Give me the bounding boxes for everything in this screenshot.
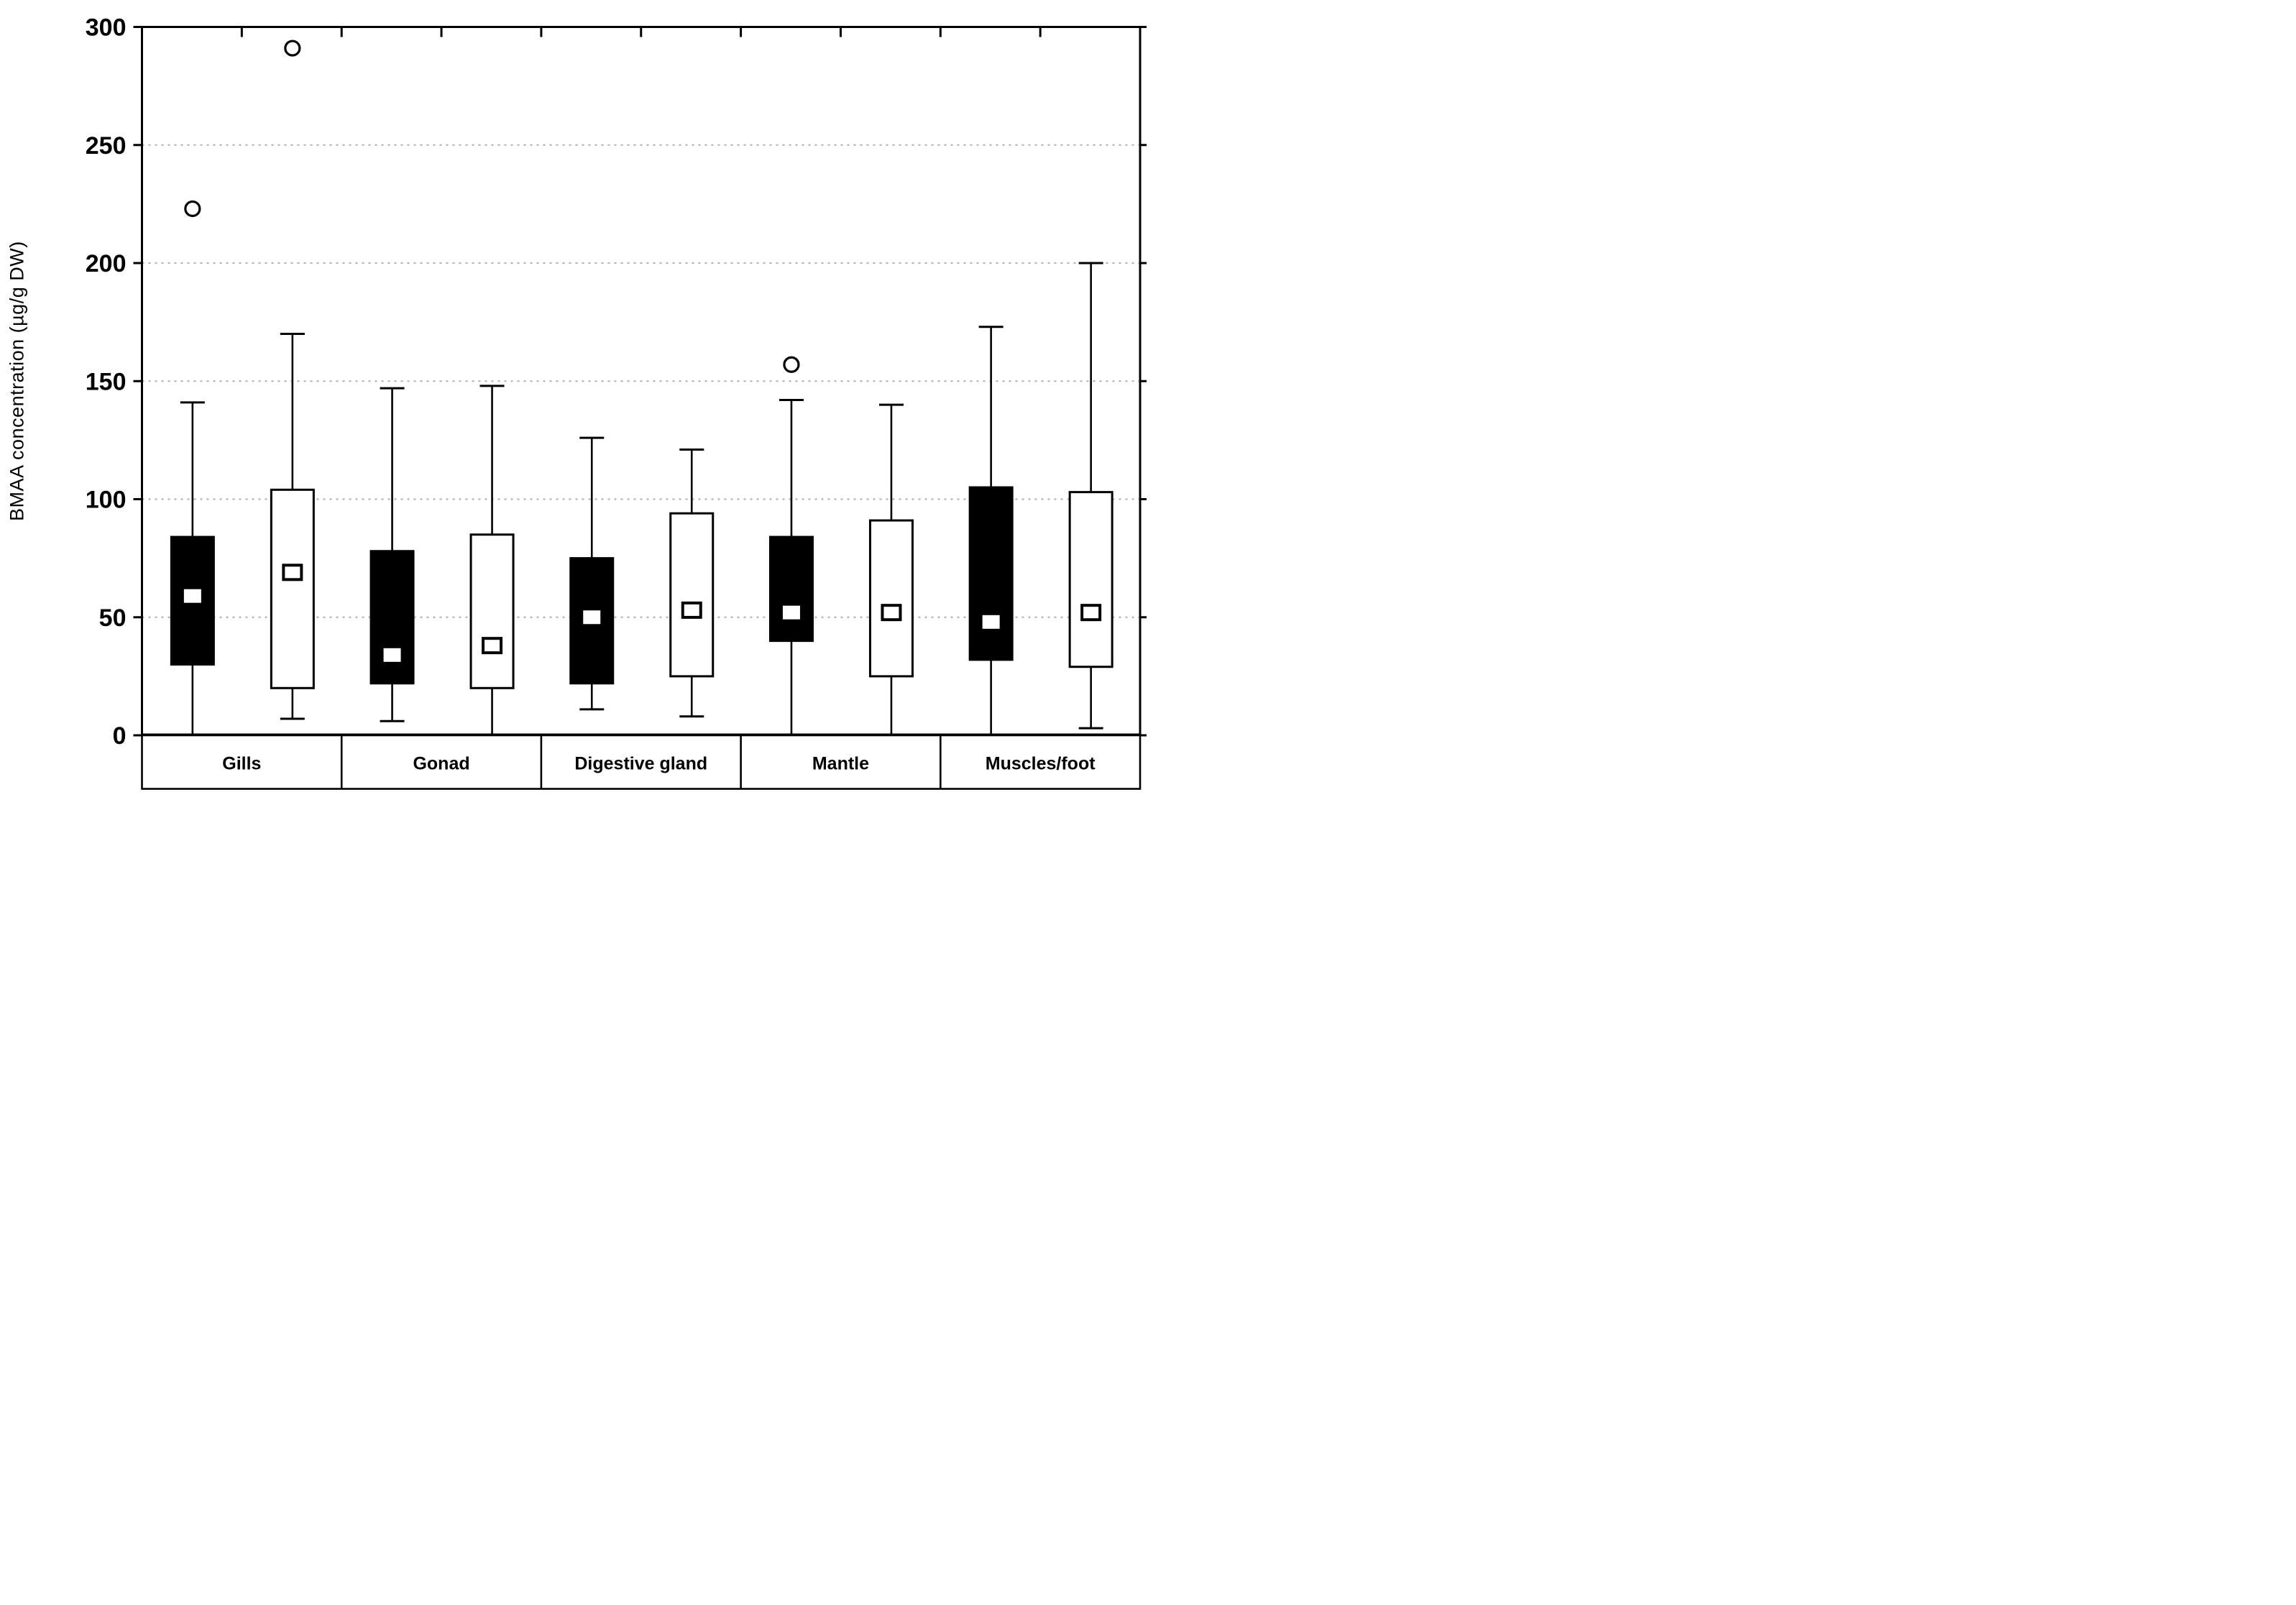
iqr-box bbox=[968, 486, 1014, 661]
median-marker bbox=[183, 589, 201, 603]
box-mantle-filled bbox=[768, 356, 814, 735]
box-gonad-filled bbox=[369, 387, 415, 722]
category-label-band: Gills Gonad Digestive gland Mantle Muscles/f… bbox=[141, 734, 1142, 790]
median-marker bbox=[1080, 604, 1102, 622]
median-marker bbox=[282, 564, 303, 581]
category-label-gonad: Gonad bbox=[413, 753, 469, 773]
outlier-marker bbox=[284, 40, 301, 57]
median-marker bbox=[383, 648, 401, 662]
iqr-box bbox=[768, 535, 814, 643]
box-gonad-open bbox=[469, 385, 515, 735]
y-tick-label-0: 0 bbox=[113, 722, 127, 750]
boxplot-figure: BMAA concentration (µg/g DW) 0 50 100 150 20… bbox=[0, 0, 1148, 802]
iqr-box bbox=[469, 533, 515, 689]
iqr-box bbox=[1068, 491, 1113, 668]
box-gills-filled bbox=[170, 200, 215, 735]
y-tick-label-50: 50 bbox=[99, 604, 127, 632]
box-muscles-foot-filled bbox=[968, 326, 1014, 735]
boxplot-canvas: 0 50 100 150 200 250 300 Gills Gonad Digestive gl… bbox=[86, 14, 1147, 790]
category-label-muscles-foot: Muscles/foot bbox=[986, 753, 1096, 773]
iqr-box bbox=[270, 488, 315, 689]
y-axis-ticks: 0 50 100 150 200 250 300 bbox=[86, 14, 142, 750]
median-marker bbox=[482, 637, 503, 655]
y-tick-label-100: 100 bbox=[86, 487, 127, 514]
y-tick-label-250: 250 bbox=[86, 132, 127, 160]
series-filled bbox=[170, 200, 1014, 735]
category-label-digestive-gland: Digestive gland bbox=[574, 753, 707, 773]
box-digestive-gland-filled bbox=[569, 436, 615, 711]
box-muscles-foot-open bbox=[1068, 262, 1113, 730]
median-marker bbox=[583, 610, 601, 625]
y-tick-label-300: 300 bbox=[86, 14, 127, 42]
category-label-gills: Gills bbox=[222, 753, 261, 773]
y-axis-title: BMAA concentration (µg/g DW) bbox=[6, 241, 28, 521]
y-tick-label-200: 200 bbox=[86, 250, 127, 277]
median-marker bbox=[881, 604, 902, 622]
series-open bbox=[270, 40, 1113, 735]
median-marker bbox=[681, 601, 702, 619]
outlier-marker bbox=[184, 200, 201, 218]
box-gills-open bbox=[270, 40, 315, 720]
iqr-box bbox=[669, 512, 715, 678]
iqr-box bbox=[369, 550, 415, 685]
top-axis-ticks bbox=[240, 27, 1042, 37]
box-digestive-gland-open bbox=[669, 449, 715, 718]
iqr-box bbox=[868, 519, 914, 678]
category-label-mantle: Mantle bbox=[812, 753, 869, 773]
median-marker bbox=[782, 605, 800, 620]
outlier-marker bbox=[783, 356, 800, 373]
box-mantle-open bbox=[868, 403, 914, 735]
y-axis-ticks-right bbox=[1140, 26, 1147, 737]
median-marker bbox=[982, 615, 1000, 629]
gridlines bbox=[142, 144, 1140, 618]
label-band-border bbox=[141, 734, 1142, 790]
y-tick-label-150: 150 bbox=[86, 368, 127, 395]
